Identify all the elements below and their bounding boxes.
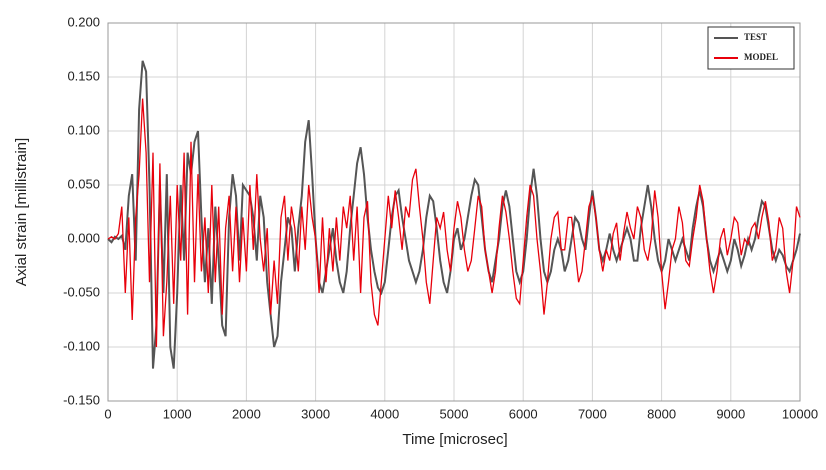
y-tick-label: 0.200 (67, 14, 100, 29)
series-line (107, 98, 801, 348)
plot-frame (107, 22, 801, 402)
y-tick-label: 0.150 (67, 68, 100, 83)
y-axis-label: Axial strain [millistrain] (13, 138, 30, 286)
x-tick-label: 9000 (716, 406, 745, 421)
legend-label: TEST (744, 32, 767, 42)
x-tick-label: 7000 (578, 406, 607, 421)
x-axis-label: Time [microsec] (402, 431, 507, 448)
x-tick-label: 2000 (232, 406, 261, 421)
x-tick-label: 10000 (782, 406, 818, 421)
y-tick-label: 0.100 (67, 122, 100, 137)
x-tick-label: 6000 (509, 406, 538, 421)
y-tick-label: -0.150 (63, 392, 100, 407)
x-tick-label: 1000 (163, 406, 192, 421)
x-tick-label: 4000 (370, 406, 399, 421)
y-tick-label: 0.000 (67, 230, 100, 245)
y-tick-label: -0.100 (63, 338, 100, 353)
x-tick-label: 5000 (440, 406, 469, 421)
y-tick-label: -0.050 (63, 284, 100, 299)
x-tick-label: 0 (104, 406, 111, 421)
y-tick-label: 0.050 (67, 176, 100, 191)
x-tick-label: 3000 (301, 406, 330, 421)
x-tick-label: 8000 (647, 406, 676, 421)
legend-label: MODEL (744, 52, 778, 62)
legend-box (707, 26, 795, 70)
legend: TEST MODEL (707, 26, 795, 70)
